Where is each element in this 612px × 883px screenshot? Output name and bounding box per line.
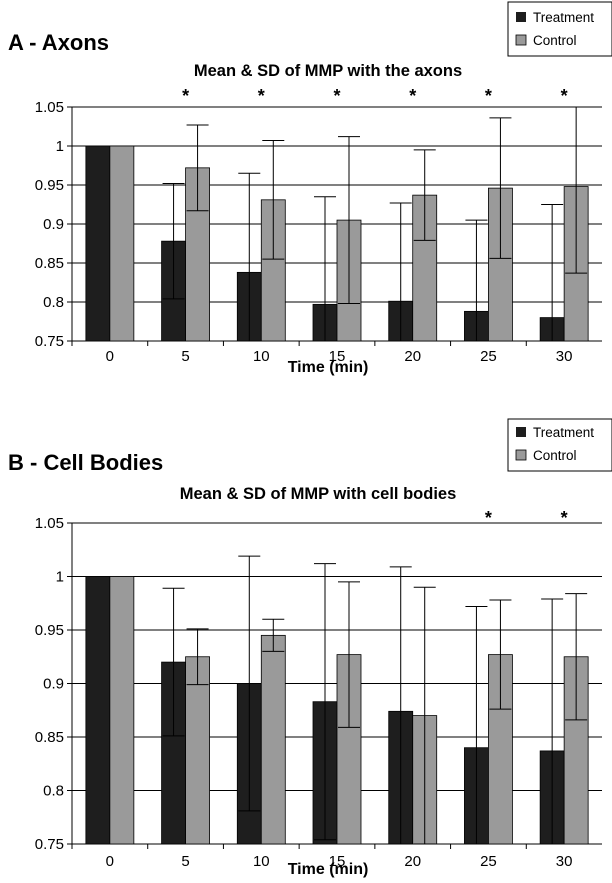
x-tick-label: 15 xyxy=(329,348,346,365)
bar-treatment xyxy=(85,576,111,845)
y-tick-label: 0.8 xyxy=(43,294,64,311)
significance-marker: * xyxy=(561,508,568,528)
x-tick-label: 20 xyxy=(404,348,421,365)
chart-title: Mean & SD of MMP with the axons xyxy=(194,62,462,80)
y-tick-label: 0.9 xyxy=(43,216,64,233)
x-tick-label: 25 xyxy=(480,853,497,870)
x-tick-label: 25 xyxy=(480,348,497,365)
x-axis-label: Time (min) xyxy=(288,861,369,878)
x-tick-label: 5 xyxy=(181,853,189,870)
plot-area: 0.75 0.8 0.85 0.9 0.95 1 1.05 0 5 10 15 20 25 * 30 * xyxy=(35,508,602,870)
panel-label: B - Cell Bodies xyxy=(8,450,163,475)
y-tick-label: 1.05 xyxy=(35,99,64,116)
x-tick-label: 30 xyxy=(556,348,573,365)
significance-marker: * xyxy=(485,86,492,106)
bar-control xyxy=(260,634,286,845)
legend-swatch-control xyxy=(515,34,527,46)
significance-marker: * xyxy=(182,86,189,106)
x-tick-label: 0 xyxy=(106,348,114,365)
legend-label-treatment: Treatment xyxy=(533,425,594,440)
x-tick-label: 0 xyxy=(106,853,114,870)
y-tick-label: 1 xyxy=(56,569,64,586)
y-tick-label: 0.85 xyxy=(35,255,64,272)
y-tick-label: 0.75 xyxy=(35,333,64,350)
significance-marker: * xyxy=(409,86,416,106)
x-axis-label: Time (min) xyxy=(288,359,369,376)
legend: Treatment Control xyxy=(507,418,612,472)
y-tick-label: 0.75 xyxy=(35,836,64,853)
bar-treatment xyxy=(85,145,111,342)
y-tick-label: 0.8 xyxy=(43,783,64,800)
bar-control xyxy=(109,576,135,845)
x-tick-label: 30 xyxy=(556,853,573,870)
legend-swatch-treatment xyxy=(516,427,526,437)
legend-swatch-treatment xyxy=(516,12,526,22)
y-tick-label: 1.05 xyxy=(35,515,64,532)
bar-control xyxy=(185,656,210,845)
legend-box xyxy=(507,1,612,57)
legend: Treatment Control xyxy=(507,1,612,57)
x-tick-label: 5 xyxy=(181,348,189,365)
y-tick-label: 0.95 xyxy=(35,177,64,194)
plot-area: 0.75 0.8 0.85 0.9 0.95 1 1.05 0 5 * 10 * 15 * 20 * 25 * 30… xyxy=(35,86,602,365)
legend-label-control: Control xyxy=(533,33,577,48)
x-tick-label: 10 xyxy=(253,348,270,365)
y-tick-label: 0.95 xyxy=(35,622,64,639)
y-tick-label: 0.85 xyxy=(35,729,64,746)
bar-control xyxy=(109,145,135,342)
significance-marker: * xyxy=(333,86,340,106)
x-tick-label: 20 xyxy=(404,853,421,870)
chart-title: Mean & SD of MMP with cell bodies xyxy=(180,485,457,503)
chart-panel-axons: A - Axons Mean & SD of MMP with the axon… xyxy=(8,1,612,376)
x-tick-label: 10 xyxy=(253,853,270,870)
significance-marker: * xyxy=(258,86,265,106)
chart-panel-cell-bodies: B - Cell Bodies Mean & SD of MMP with ce… xyxy=(8,418,612,878)
x-tick-label: 15 xyxy=(329,853,346,870)
y-tick-label: 0.9 xyxy=(43,676,64,693)
significance-marker: * xyxy=(485,508,492,528)
legend-swatch-control xyxy=(515,449,527,461)
legend-label-treatment: Treatment xyxy=(533,10,594,25)
y-tick-label: 1 xyxy=(56,138,64,155)
significance-marker: * xyxy=(561,86,568,106)
legend-label-control: Control xyxy=(533,448,577,463)
panel-label: A - Axons xyxy=(8,30,109,55)
